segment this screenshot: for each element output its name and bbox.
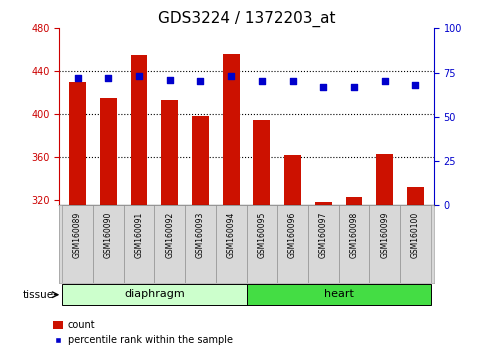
Text: GSM160100: GSM160100: [411, 212, 420, 258]
Text: tissue: tissue: [23, 290, 54, 300]
Bar: [154, 205, 185, 283]
Text: GSM160094: GSM160094: [227, 212, 236, 258]
Bar: [400, 205, 431, 283]
Point: [197, 79, 205, 84]
Text: GSM160090: GSM160090: [104, 212, 113, 258]
Bar: [369, 205, 400, 283]
Text: GSM160099: GSM160099: [380, 212, 389, 258]
Text: GSM160092: GSM160092: [165, 212, 174, 258]
Bar: [308, 205, 339, 283]
Point: [227, 73, 235, 79]
Text: GSM160091: GSM160091: [135, 212, 143, 258]
Point: [135, 73, 143, 79]
Bar: [131, 55, 147, 205]
Bar: [339, 205, 369, 283]
Point: [166, 77, 174, 82]
Point: [412, 82, 420, 88]
Legend: count, percentile rank within the sample: count, percentile rank within the sample: [49, 316, 237, 349]
Text: GSM160096: GSM160096: [288, 212, 297, 258]
Bar: [315, 202, 332, 205]
Point: [288, 79, 296, 84]
Bar: [277, 205, 308, 283]
Text: heart: heart: [324, 289, 353, 299]
Text: GSM160095: GSM160095: [257, 212, 266, 258]
Bar: [223, 54, 240, 205]
Point: [258, 79, 266, 84]
Bar: [62, 284, 246, 305]
Point: [381, 79, 388, 84]
Bar: [69, 82, 86, 205]
Bar: [62, 205, 93, 283]
Point: [105, 75, 112, 81]
Bar: [192, 116, 209, 205]
Bar: [124, 205, 154, 283]
Text: GSM160098: GSM160098: [350, 212, 358, 258]
Point: [319, 84, 327, 90]
Bar: [253, 120, 270, 205]
Bar: [284, 155, 301, 205]
Bar: [407, 187, 424, 205]
Bar: [216, 205, 246, 283]
Title: GDS3224 / 1372203_at: GDS3224 / 1372203_at: [158, 11, 335, 27]
Bar: [246, 205, 277, 283]
Point: [73, 75, 81, 81]
Bar: [100, 98, 117, 205]
Text: diaphragm: diaphragm: [124, 289, 185, 299]
Text: GSM160093: GSM160093: [196, 212, 205, 258]
Text: GSM160089: GSM160089: [73, 212, 82, 258]
Bar: [376, 154, 393, 205]
Bar: [161, 100, 178, 205]
Bar: [93, 205, 124, 283]
Bar: [185, 205, 216, 283]
Bar: [346, 197, 362, 205]
Text: GSM160097: GSM160097: [319, 212, 328, 258]
Point: [350, 84, 358, 90]
Bar: [246, 284, 431, 305]
